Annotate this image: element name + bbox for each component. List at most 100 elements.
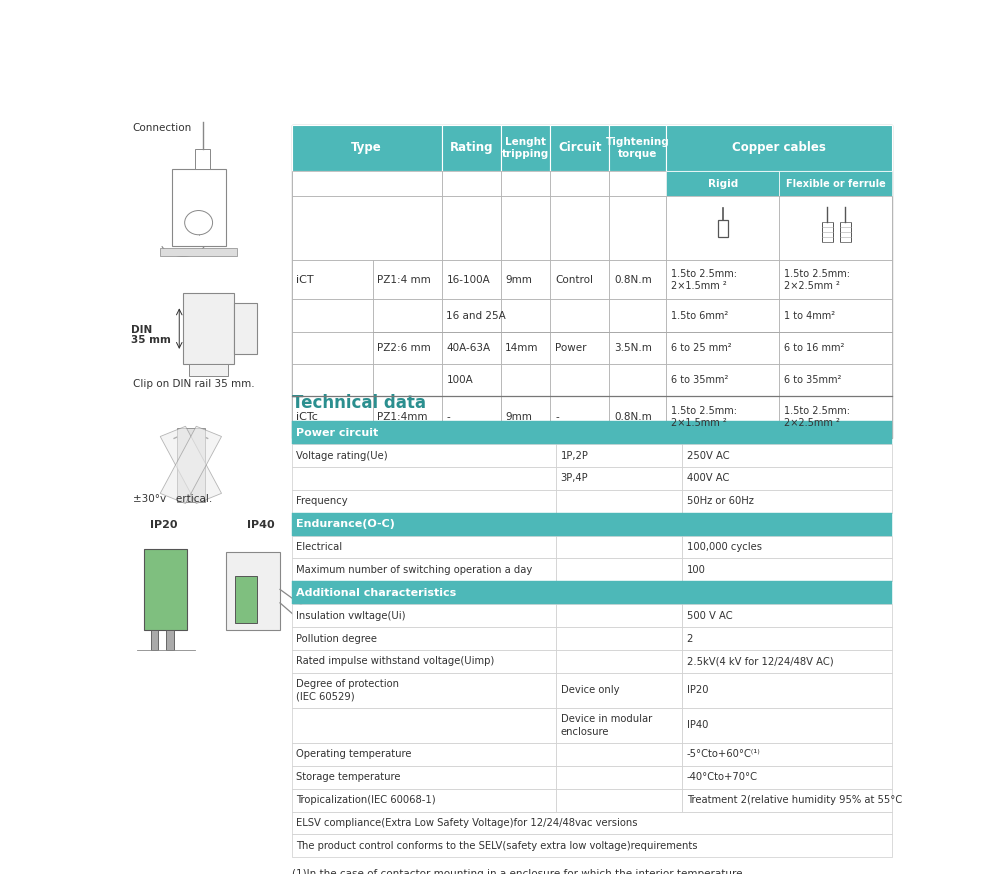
Text: iCT: iCT [296,274,314,285]
Bar [556,788,682,812]
Bar [550,170,609,197]
Text: Lenght
tripping: Lenght tripping [502,136,549,159]
Text: 1.5to 2.5mm:
2×2.5mm ²: 1.5to 2.5mm: 2×2.5mm ² [784,269,850,291]
Bar [501,331,550,364]
Text: 16-100A: 16-100A [446,274,490,285]
Text: 2.5kV(4 kV for 12/24/48V AC): 2.5kV(4 kV for 12/24/48V AC) [687,656,833,667]
Bar [292,489,556,513]
Bar [550,260,609,300]
Text: 50Hz or 60Hz: 50Hz or 60Hz [687,496,754,506]
Bar [682,489,892,513]
Bar [292,396,373,438]
Bar [373,300,442,331]
Bar [550,364,609,396]
Bar [292,604,556,628]
Bar [292,197,442,260]
Bar [609,364,666,396]
Bar [556,708,682,743]
Bar [682,467,892,489]
Bar [292,708,556,743]
Bar [550,197,609,260]
Text: 400V AC: 400V AC [687,474,729,483]
Polygon shape [160,427,222,503]
Bar [556,467,682,489]
Text: 9mm: 9mm [505,274,532,285]
Bar [501,260,550,300]
Bar [556,558,682,581]
Bar [501,125,550,170]
Text: PZ1:4mm: PZ1:4mm [377,413,428,422]
Text: Tightening
torque: Tightening torque [606,136,670,159]
Bar [779,396,892,438]
Bar [682,708,892,743]
Bar [373,260,442,300]
Text: PZ1:4 mm: PZ1:4 mm [377,274,431,285]
Bar [609,300,666,331]
Text: 1.5to 2.5mm:
2×1.5mm ²: 1.5to 2.5mm: 2×1.5mm ² [671,406,737,428]
Text: 6 to 16 mm²: 6 to 16 mm² [784,343,844,353]
Text: Device only: Device only [561,685,619,696]
Bar [160,248,237,256]
Bar [442,170,501,197]
Bar [501,300,550,331]
Text: Rating: Rating [449,142,493,155]
Bar [609,125,666,170]
Text: Operating temperature: Operating temperature [296,749,412,760]
Text: Control: Control [555,274,593,285]
Polygon shape [160,427,222,503]
Text: Additional characteristics: Additional characteristics [296,588,457,598]
Bar [682,788,892,812]
Bar [779,260,892,300]
Bar [666,300,779,331]
Bar [292,743,556,766]
Bar [292,558,556,581]
Text: Technical data: Technical data [292,394,426,413]
Text: Endurance(O-C): Endurance(O-C) [296,519,395,529]
Text: The product control conforms to the SELV(safety extra low voltage)requirements: The product control conforms to the SELV… [296,841,698,850]
Bar [609,197,666,260]
Text: 1P,2P: 1P,2P [561,450,588,461]
Text: -5°Cto+60°C⁽¹⁾: -5°Cto+60°C⁽¹⁾ [687,749,760,760]
Text: 1.5to 2.5mm:
2×1.5mm ²: 1.5to 2.5mm: 2×1.5mm ² [671,269,737,291]
Text: 500 V AC: 500 V AC [687,611,732,621]
Text: 40A-63A: 40A-63A [446,343,491,353]
Polygon shape [177,428,205,502]
Bar [442,331,501,364]
Bar [682,536,892,558]
Text: 0.8N.m: 0.8N.m [614,274,652,285]
Text: Storage temperature: Storage temperature [296,773,401,782]
Bar [682,558,892,581]
Text: -: - [446,413,450,422]
Bar [501,197,550,260]
Bar [682,743,892,766]
Bar [556,766,682,788]
Bar [556,628,682,650]
Bar [373,331,442,364]
Text: 16 and 25A: 16 and 25A [446,310,506,321]
Text: 100,000 cycles: 100,000 cycles [687,542,762,552]
Bar [550,396,609,438]
Text: Voltage rating(Ue): Voltage rating(Ue) [296,450,388,461]
Bar [292,300,373,331]
Text: Tropicalization(IEC 60068-1): Tropicalization(IEC 60068-1) [296,795,436,805]
Bar [666,197,779,260]
Text: 35 mm: 35 mm [131,335,171,344]
Bar [682,444,892,467]
Bar [292,331,373,364]
Bar [442,300,501,331]
Bar [292,444,556,467]
Text: IP40: IP40 [247,521,274,531]
Text: Power: Power [555,343,587,353]
Bar [292,766,556,788]
Bar [666,125,892,170]
Text: 1.5to 2.5mm:
2×2.5mm ²: 1.5to 2.5mm: 2×2.5mm ² [784,406,850,428]
Bar [292,835,892,857]
Bar [292,364,373,396]
Bar [682,673,892,708]
Text: 6 to 25 mm²: 6 to 25 mm² [671,343,732,353]
Bar [682,604,892,628]
Text: -: - [555,413,559,422]
Text: 9mm: 9mm [505,413,532,422]
Bar [550,125,609,170]
Text: Power circuit: Power circuit [296,427,379,438]
